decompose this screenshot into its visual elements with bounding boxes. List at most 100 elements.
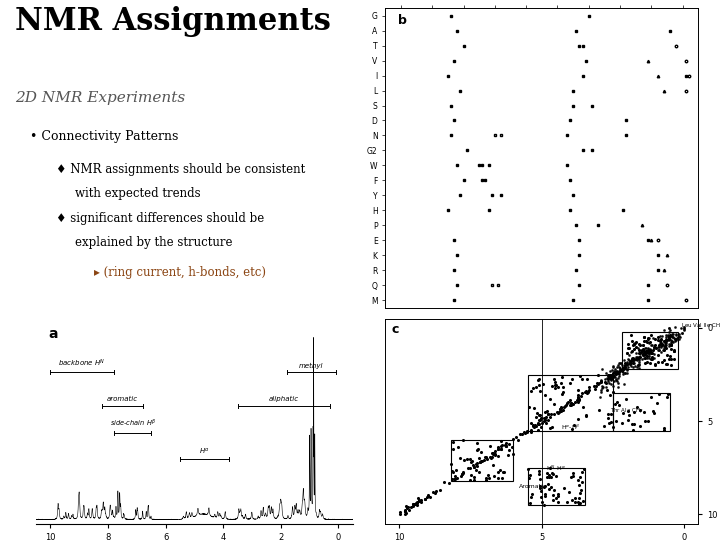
Text: Thr Ala CH$_\beta$: Thr Ala CH$_\beta$ (610, 407, 644, 417)
Point (645, 393, 657, 401)
Point (637, 347, 649, 355)
Point (665, 340, 677, 348)
Point (623, 350, 634, 359)
Point (574, 472, 585, 481)
Point (536, 419, 548, 428)
Point (631, 353, 643, 361)
Point (608, 370, 620, 379)
Point (648, 343, 660, 352)
Point (458, 456, 469, 464)
Point (636, 355, 647, 364)
Point (411, 501, 423, 509)
Point (617, 367, 629, 376)
Point (534, 411, 545, 420)
Point (606, 366, 618, 375)
Point (608, 368, 619, 377)
Point (434, 485, 446, 494)
Point (526, 490, 538, 498)
Point (480, 476, 492, 484)
Point (644, 338, 655, 346)
Point (628, 340, 639, 348)
Point (647, 354, 658, 362)
Point (666, 330, 678, 339)
Point (623, 339, 634, 348)
Point (616, 366, 628, 375)
Point (536, 498, 548, 507)
Point (605, 374, 616, 383)
Point (496, 474, 508, 482)
Point (608, 372, 620, 380)
Point (639, 350, 650, 359)
Point (608, 372, 619, 380)
Point (647, 334, 659, 342)
Point (544, 472, 555, 481)
Point (628, 345, 639, 354)
Point (644, 345, 656, 354)
Point (542, 409, 554, 418)
Point (400, 502, 412, 510)
Point (518, 428, 529, 437)
Point (664, 341, 675, 350)
Point (611, 397, 623, 406)
Point (618, 356, 630, 364)
Point (665, 336, 676, 345)
Point (650, 344, 662, 353)
Text: c: c (392, 323, 399, 336)
Point (564, 379, 575, 387)
Point (673, 334, 685, 343)
Point (468, 461, 480, 469)
Point (567, 471, 579, 480)
Point (545, 483, 557, 491)
Point (625, 356, 636, 365)
Point (552, 490, 564, 498)
Point (544, 394, 555, 403)
Point (644, 346, 656, 354)
Point (638, 336, 649, 345)
Point (649, 360, 660, 369)
Point (662, 332, 674, 340)
Point (606, 372, 617, 380)
Point (638, 351, 649, 360)
Point (535, 487, 546, 495)
Point (628, 355, 639, 363)
Point (634, 360, 645, 369)
Point (407, 500, 418, 508)
Point (642, 348, 653, 356)
Point (539, 501, 550, 509)
Point (507, 435, 518, 443)
Point (658, 355, 670, 364)
Point (538, 417, 549, 426)
Point (602, 410, 613, 418)
Point (487, 460, 499, 469)
Point (410, 500, 421, 509)
Point (627, 426, 639, 435)
Point (530, 421, 541, 430)
Point (595, 393, 606, 402)
Point (456, 470, 468, 478)
Point (611, 416, 622, 425)
Point (603, 377, 614, 386)
Point (566, 496, 577, 505)
Point (492, 444, 504, 453)
Point (544, 424, 556, 433)
Point (494, 465, 505, 474)
Point (499, 441, 510, 449)
Point (572, 476, 583, 484)
Point (626, 347, 637, 356)
Point (613, 359, 625, 367)
Point (525, 418, 536, 427)
Point (423, 492, 434, 501)
Point (636, 347, 648, 355)
Point (638, 333, 649, 342)
Point (663, 332, 675, 341)
Point (492, 445, 504, 454)
Point (490, 450, 501, 458)
Point (566, 424, 577, 433)
Point (647, 353, 658, 361)
Point (603, 373, 615, 381)
Point (668, 346, 680, 355)
Point (601, 386, 613, 394)
Point (456, 472, 467, 481)
Point (617, 365, 629, 374)
Point (640, 348, 652, 357)
